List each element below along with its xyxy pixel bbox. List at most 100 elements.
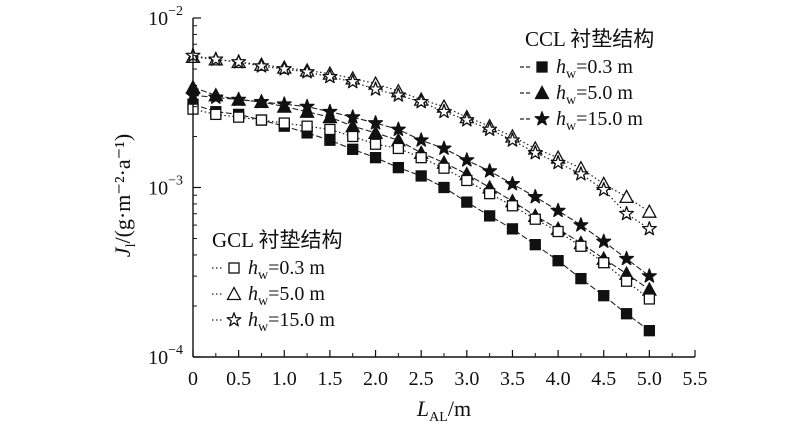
gcl-series-0-point [278, 117, 290, 129]
ccl-series-0-point [575, 272, 587, 285]
gcl-series-2-point [550, 154, 566, 170]
ccl-series-2-point [596, 233, 612, 249]
legend-marker-star [226, 312, 242, 327]
x-tick-label: 5.0 [637, 368, 662, 390]
ccl-series-2-point [231, 91, 247, 107]
legend-marker-star [534, 111, 550, 126]
gcl-series-2-point [231, 54, 247, 69]
series-layer [185, 47, 657, 337]
ccl-series-2 [185, 87, 657, 283]
gcl-series-0-point [324, 123, 336, 136]
ccl-series-2-point [436, 140, 452, 155]
ccl-series-0-point [643, 325, 656, 337]
ccl-series-0-point [392, 161, 405, 174]
x-tick-label: 1.5 [317, 368, 342, 390]
x-tick-label: 3.5 [500, 368, 525, 390]
ccl-series-1-point [641, 281, 657, 296]
ccl-series-2-point [299, 98, 315, 114]
gcl-series-0-point [301, 120, 313, 132]
ccl-series-2-point [573, 217, 589, 232]
gcl-series-2-point [482, 121, 498, 136]
gcl-series-0-point [347, 130, 359, 143]
ccl-series-2-point [345, 109, 361, 124]
x-tick-label: 4.5 [591, 368, 616, 390]
gcl-series-2-point [413, 94, 429, 109]
ccl-series-0-point [506, 223, 519, 235]
legend-title: CCL 衬垫结构 [525, 27, 654, 51]
ccl-series-0-point [620, 308, 633, 320]
legend-marker-square [536, 61, 548, 73]
gcl-series-0-point [255, 114, 268, 126]
x-tick-label: 4.0 [546, 368, 571, 390]
ccl-series-2-point [413, 132, 429, 147]
gcl-series-0-point [552, 225, 564, 238]
y-tick-label: 10−2 [148, 4, 183, 30]
ccl-series-0-point [529, 239, 541, 251]
x-tick-label: 5.5 [683, 368, 708, 390]
gcl-series-2-point [368, 81, 384, 96]
gcl-series-0-point [575, 240, 587, 252]
gcl-series-0-line [192, 108, 650, 300]
legend-title: GCL 衬垫结构 [212, 228, 342, 252]
gcl-series-2-point [573, 166, 589, 181]
gcl-series-0-point [620, 275, 633, 287]
ccl-series-1-point [367, 125, 384, 140]
gcl-series-2-point [299, 64, 315, 79]
legend-label: hw=5.0 m [248, 283, 325, 309]
gcl-series-2-point [436, 103, 452, 119]
gcl-series-0-point [438, 162, 450, 174]
y-tick-label: 10−3 [148, 174, 183, 200]
gcl-series-2-point [596, 181, 612, 197]
ccl-series-2-point [527, 189, 543, 204]
gcl-series-0-point [369, 138, 382, 150]
x-tick-label: 0.5 [226, 368, 251, 390]
gcl-series-2-point [504, 132, 520, 147]
ccl-series-0-point [552, 255, 564, 267]
ccl-series-2-point [390, 121, 406, 136]
ccl-series-2-point [276, 96, 292, 111]
gcl-series-2-point [619, 205, 635, 221]
ccl-series-0-point [598, 290, 610, 302]
gcl-series-0-point [506, 200, 519, 212]
gcl-series-2-point [276, 61, 292, 76]
ccl-series-0-point [461, 196, 473, 208]
gcl-series-2-point [390, 87, 406, 102]
gcl-series-0-point [598, 257, 610, 269]
ccl-series-0-point [483, 210, 496, 222]
gcl-series-0-point [529, 213, 541, 225]
gcl-series-2-point [345, 74, 361, 89]
ccl-series-2-point [550, 202, 566, 218]
ccl-series-2-point [459, 152, 475, 167]
ccl-series-0-point [415, 170, 427, 182]
ccl-series-2-point [619, 250, 635, 266]
legend-marker-triangle [534, 85, 550, 100]
ccl-series-2-point [208, 89, 224, 104]
gcl-series-1-point [618, 189, 635, 204]
ccl-series-2-point [504, 176, 520, 191]
legend-label: hw=0.3 m [556, 56, 633, 82]
gcl-series-2-point [527, 145, 543, 160]
ccl-series-0-point [347, 143, 359, 155]
gcl-series-1-point [641, 203, 657, 218]
ccl-series-2-point [368, 115, 384, 130]
ccl-series-0-point [369, 152, 382, 164]
gcl-series-0-point [643, 293, 656, 305]
x-axis-title: LAL/m [416, 396, 471, 425]
y-axis-title: Jl/(g·m⁻²·a⁻¹) [110, 134, 139, 257]
gcl-series-0-point [461, 174, 473, 187]
legend-marker-square [228, 262, 240, 274]
gcl-series-0-point [232, 111, 245, 123]
legend-label: hw=15.0 m [556, 108, 643, 134]
gcl-series-2-point [208, 51, 224, 66]
ccl-series-1-point [345, 118, 361, 133]
x-tick-label: 0 [188, 368, 198, 390]
x-tick-label: 3.0 [454, 368, 479, 390]
legend-label: hw=0.3 m [248, 257, 325, 283]
gcl-series-0-point [415, 152, 427, 164]
gcl-series-0-point [483, 187, 496, 200]
gcl-series-2-point [641, 221, 657, 236]
y-tick-label: 10−4 [148, 343, 183, 369]
ccl-series-2-point [253, 94, 269, 109]
